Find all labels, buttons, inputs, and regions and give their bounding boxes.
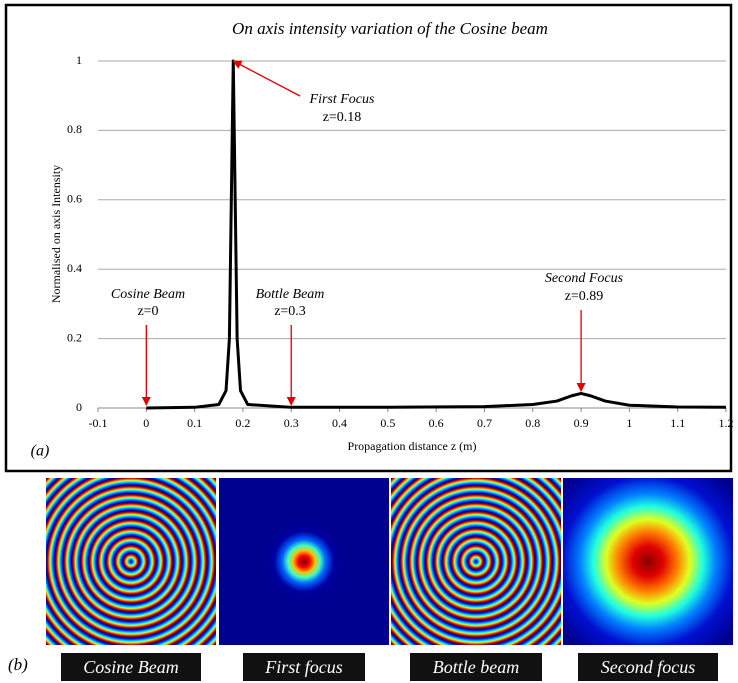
x-tick-label: 0.9 <box>574 416 589 430</box>
chart-frame <box>6 5 731 471</box>
x-tick-label: 0.4 <box>332 416 347 430</box>
y-tick-label: 0.4 <box>67 261 82 275</box>
y-tick-label: 0.8 <box>67 122 82 136</box>
panel-tag: (a) <box>31 443 50 460</box>
beam-image <box>219 478 389 645</box>
panel-label: Second focus <box>578 653 718 681</box>
panel-label: Cosine Beam <box>61 653 201 681</box>
x-tick-label: 1.2 <box>719 416 734 430</box>
x-tick-label: 0.6 <box>429 416 444 430</box>
panel-label: First focus <box>243 653 365 681</box>
x-tick-label: 1 <box>626 416 632 430</box>
annotation-value: z=0.3 <box>274 304 306 319</box>
x-tick-label: 0.8 <box>525 416 540 430</box>
x-tick-label: 0.2 <box>235 416 250 430</box>
annotation-value: z=0.18 <box>323 110 362 125</box>
chart: On axis intensity variation of the Cosin… <box>0 0 738 474</box>
x-tick-label: 0.7 <box>477 416 492 430</box>
beam-image <box>391 478 561 645</box>
page: On axis intensity variation of the Cosin… <box>0 0 738 683</box>
x-tick-label: 0.3 <box>284 416 299 430</box>
beam-image <box>46 478 216 645</box>
x-tick-label: 0.1 <box>187 416 202 430</box>
beam-image <box>563 478 733 645</box>
y-tick-label: 0.2 <box>67 330 82 344</box>
chart-title: On axis intensity variation of the Cosin… <box>232 19 548 38</box>
panel-label: Bottle beam <box>410 653 542 681</box>
annotation-value: z=0 <box>137 304 158 319</box>
x-tick-label: 0.5 <box>380 416 395 430</box>
annotation-label: Bottle Beam <box>256 287 325 302</box>
y-tick-label: 0 <box>76 400 82 414</box>
annotation-label: Cosine Beam <box>111 287 185 302</box>
y-tick-label: 0.6 <box>67 192 82 206</box>
x-tick-label: -0.1 <box>89 416 108 430</box>
annotation-label: Second Focus <box>545 271 624 286</box>
y-axis-label: Normalised on axis Intensity <box>49 165 63 303</box>
y-tick-label: 1 <box>76 53 82 67</box>
annotation-value: z=0.89 <box>565 289 604 304</box>
annotation-label: First Focus <box>309 92 375 107</box>
x-tick-label: 1.1 <box>670 416 685 430</box>
panel-tag: (b) <box>8 655 28 675</box>
x-axis-label: Propagation distance z (m) <box>348 439 477 453</box>
x-tick-label: 0 <box>143 416 149 430</box>
